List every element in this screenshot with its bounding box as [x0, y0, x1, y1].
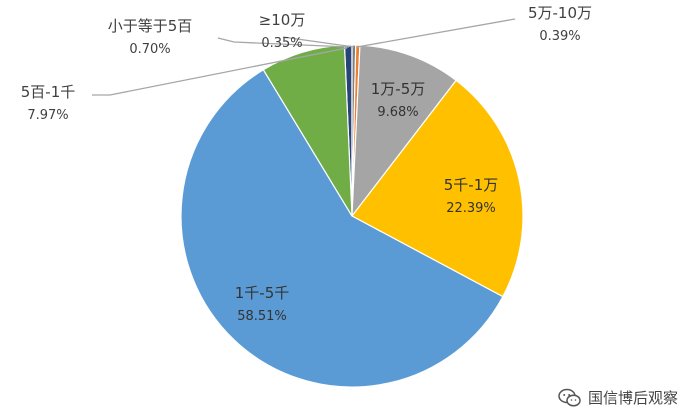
watermark: 国信博后观察 [558, 387, 678, 408]
leader-line-2 [356, 18, 516, 48]
leader-lines [92, 18, 516, 96]
leader-line-0 [217, 37, 350, 48]
slice-label-6: 5百-1千 [21, 83, 76, 101]
leader-line-6 [92, 47, 348, 96]
slice-value-1: 0.35% [261, 36, 302, 51]
pie-slices [180, 44, 524, 388]
slice-labels: 小于等于5百 0.70% ≥10万 0.35% 5万-10万 0.39% 1万-5万 9.68… [21, 4, 592, 324]
pie-slice-5 [180, 68, 504, 388]
slice-label-5: 1千-5千 [235, 284, 290, 302]
slice-value-2: 0.39% [539, 29, 580, 44]
slice-value-6: 7.97% [27, 108, 68, 123]
wechat-icon [558, 388, 581, 407]
watermark-text: 国信博后观察 [587, 389, 678, 407]
slice-label-3: 1万-5万 [371, 80, 426, 98]
slice-value-5: 58.51% [237, 309, 287, 324]
pie-slice-4 [351, 79, 524, 298]
slice-value-0: 0.70% [129, 42, 170, 57]
slice-label-0: 小于等于5百 [108, 17, 193, 35]
slice-label-1: ≥10万 [259, 11, 306, 29]
slice-label-4: 5千-1万 [444, 176, 499, 194]
slice-label-2: 5万-10万 [528, 4, 592, 22]
slice-value-3: 9.68% [377, 105, 418, 120]
leader-line-1 [282, 36, 355, 48]
slice-value-4: 22.39% [446, 201, 496, 216]
